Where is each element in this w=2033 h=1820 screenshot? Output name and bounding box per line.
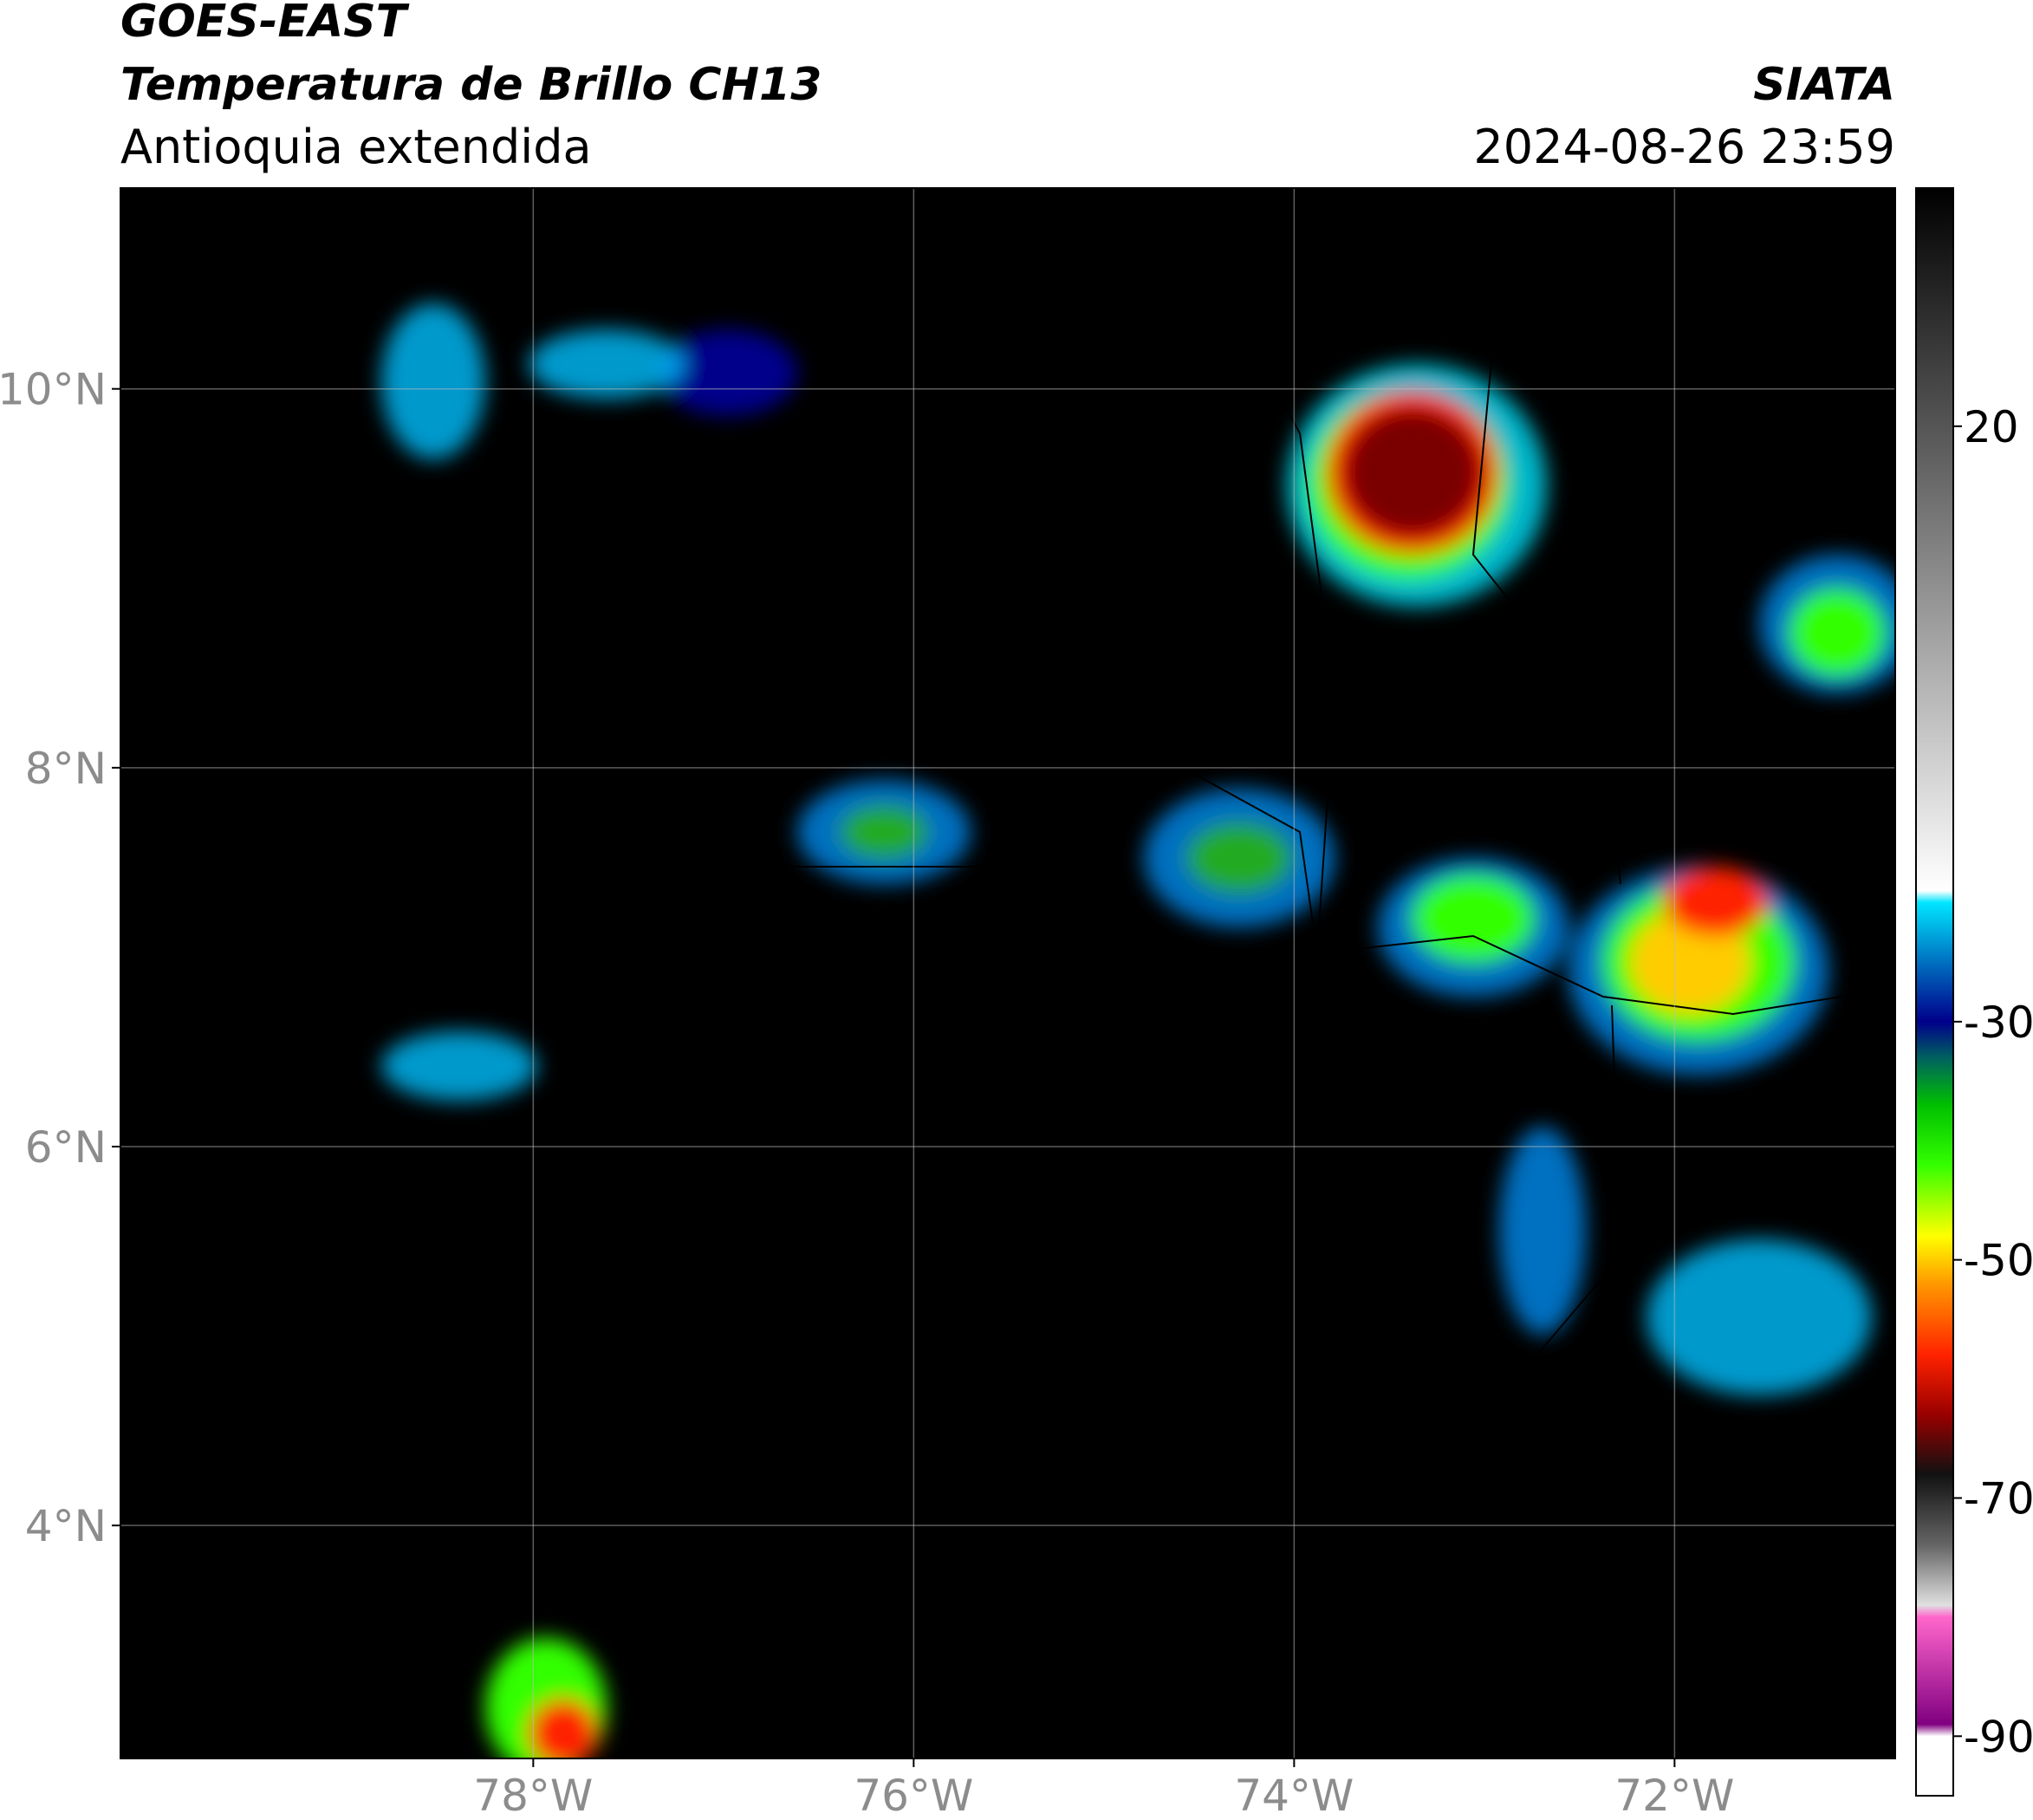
y-tick-label: 10°N xyxy=(0,365,107,415)
source: SIATA xyxy=(1753,59,1895,111)
colorbar-tick-label: 20 xyxy=(1964,402,2019,452)
map-frame xyxy=(120,187,1896,1759)
colorbar-scale xyxy=(1915,187,1954,1797)
subtitle: Temperatura de Brillo CH13 xyxy=(120,59,822,111)
convective-cells xyxy=(381,303,1895,1758)
region: Antioquia extendida xyxy=(120,120,592,174)
x-tick-label: 76°W xyxy=(854,1771,973,1820)
grid: 78°W 76°W 74°W 72°W 4°N 6°N 8°N 10°N xyxy=(0,188,1895,1820)
colorbar-tick-label: -70 xyxy=(1964,1473,2033,1524)
title: GOES-EAST xyxy=(120,0,410,48)
x-tick-label: 72°W xyxy=(1614,1771,1734,1820)
y-tick-label: 6°N xyxy=(25,1122,107,1173)
x-tick-label: 78°W xyxy=(473,1771,593,1820)
colorbar: 20 -30 -50 -70 -90 xyxy=(1915,187,2033,1797)
y-tick-label: 8°N xyxy=(25,744,107,794)
map-image xyxy=(120,188,1895,1758)
y-tick-label: 4°N xyxy=(25,1501,107,1551)
colorbar-tick-label: -90 xyxy=(1964,1712,2033,1762)
boundaries xyxy=(120,188,1895,1758)
datetime: 2024-08-26 23:59 xyxy=(1473,120,1895,174)
colorbar-tick-label: -50 xyxy=(1964,1236,2033,1286)
colorbar-tick-label: -30 xyxy=(1964,998,2033,1048)
x-tick-label: 74°W xyxy=(1234,1771,1354,1820)
